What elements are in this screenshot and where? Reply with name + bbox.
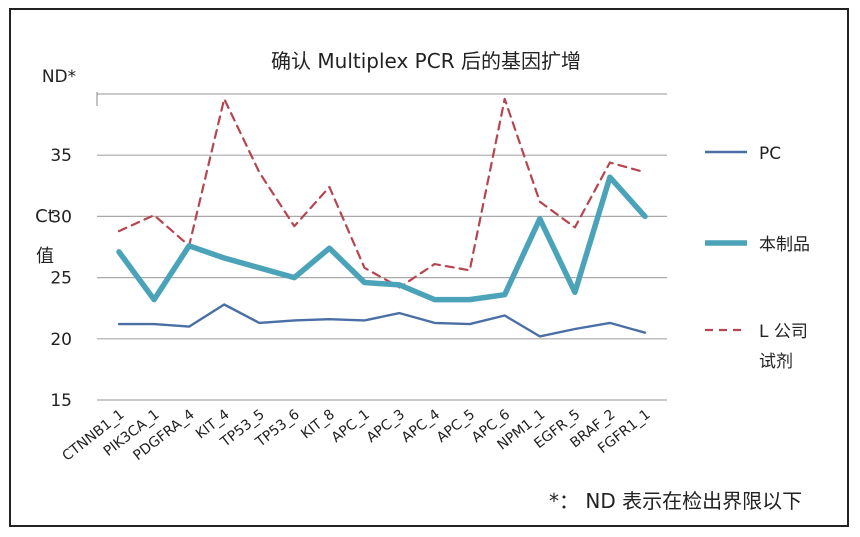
- y-tick-label: 20: [50, 330, 72, 350]
- legend-label-1: 本制品: [759, 235, 810, 255]
- line-chart: 15 20 25 30 35 CTNNB1_1PIK3CA_1PDGFRA_4KIT_4…: [35, 49, 810, 513]
- legend-label-0: PC: [759, 144, 781, 164]
- legend-label-2: L 公司: [759, 322, 808, 342]
- legend-label-2: 试剂: [759, 352, 793, 372]
- y-tick-label: 30: [50, 207, 72, 227]
- y-axis-label-1: Ct: [35, 206, 55, 227]
- y-tick-label: 35: [50, 146, 72, 166]
- series-line-1: [116, 174, 648, 303]
- series-line-0: [117, 303, 647, 338]
- y-tick-label: 25: [50, 269, 72, 289]
- series-line-2: [117, 97, 647, 289]
- nd-label: ND*: [42, 67, 76, 87]
- y-tick-labels: 15 20 25 30 35: [50, 146, 72, 411]
- x-tick-labels: CTNNB1_1PIK3CA_1PDGFRA_4KIT_4TP53_5TP53_…: [60, 406, 654, 464]
- series-lines: [116, 97, 648, 338]
- y-axis-label-2: 值: [36, 246, 54, 267]
- x-tick-label: APC_5: [434, 407, 478, 447]
- y-tick-label: 15: [50, 391, 72, 411]
- chart-frame: 15 20 25 30 35 CTNNB1_1 PIK3CA_1 PDGFRA_4 KIT_4…: [9, 8, 849, 527]
- x-tick-label: APC_1: [329, 407, 373, 447]
- x-tick-label: APC_3: [364, 407, 408, 447]
- grid-lines: [96, 92, 667, 401]
- chart-title: 确认 Multiplex PCR 后的基因扩增: [271, 49, 581, 73]
- footnote: *： ND 表示在检出界限以下: [549, 489, 802, 513]
- x-tick-label: APC_4: [399, 406, 443, 446]
